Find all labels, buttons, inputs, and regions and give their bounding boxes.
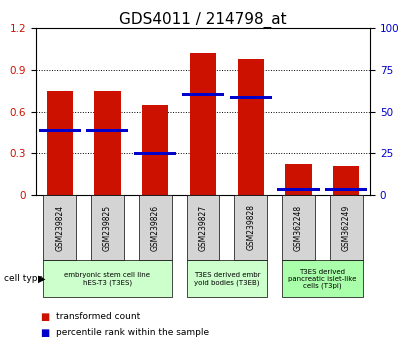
Text: cell type: cell type — [4, 274, 43, 283]
Bar — [277, 188, 320, 191]
Bar — [333, 166, 359, 195]
Text: GSM239828: GSM239828 — [246, 205, 255, 250]
Bar — [94, 91, 121, 195]
Text: ■: ■ — [40, 312, 49, 322]
Text: GSM239826: GSM239826 — [151, 204, 160, 251]
Bar — [230, 96, 272, 99]
Text: percentile rank within the sample: percentile rank within the sample — [56, 328, 209, 337]
Text: embryonic stem cell line
hES-T3 (T3ES): embryonic stem cell line hES-T3 (T3ES) — [64, 272, 150, 286]
Text: GSM239824: GSM239824 — [55, 204, 64, 251]
Text: transformed count: transformed count — [56, 312, 140, 321]
Text: ▶: ▶ — [38, 274, 45, 284]
Bar — [86, 130, 129, 132]
Bar — [190, 53, 216, 195]
Bar — [285, 164, 312, 195]
Text: ■: ■ — [40, 328, 49, 338]
Bar — [182, 93, 224, 96]
Bar — [142, 104, 168, 195]
Text: GSM362248: GSM362248 — [294, 204, 303, 251]
Bar — [134, 152, 176, 155]
Text: T3ES derived embr
yoid bodies (T3EB): T3ES derived embr yoid bodies (T3EB) — [193, 272, 260, 286]
Bar — [238, 59, 264, 195]
Bar — [39, 130, 81, 132]
Text: T3ES derived
pancreatic islet-like
cells (T3pi): T3ES derived pancreatic islet-like cells… — [288, 269, 357, 289]
Text: GSM239825: GSM239825 — [103, 204, 112, 251]
Text: GSM362249: GSM362249 — [342, 204, 351, 251]
Bar — [47, 91, 73, 195]
Title: GDS4011 / 214798_at: GDS4011 / 214798_at — [119, 12, 287, 28]
Bar — [325, 188, 367, 191]
Text: GSM239827: GSM239827 — [199, 204, 207, 251]
